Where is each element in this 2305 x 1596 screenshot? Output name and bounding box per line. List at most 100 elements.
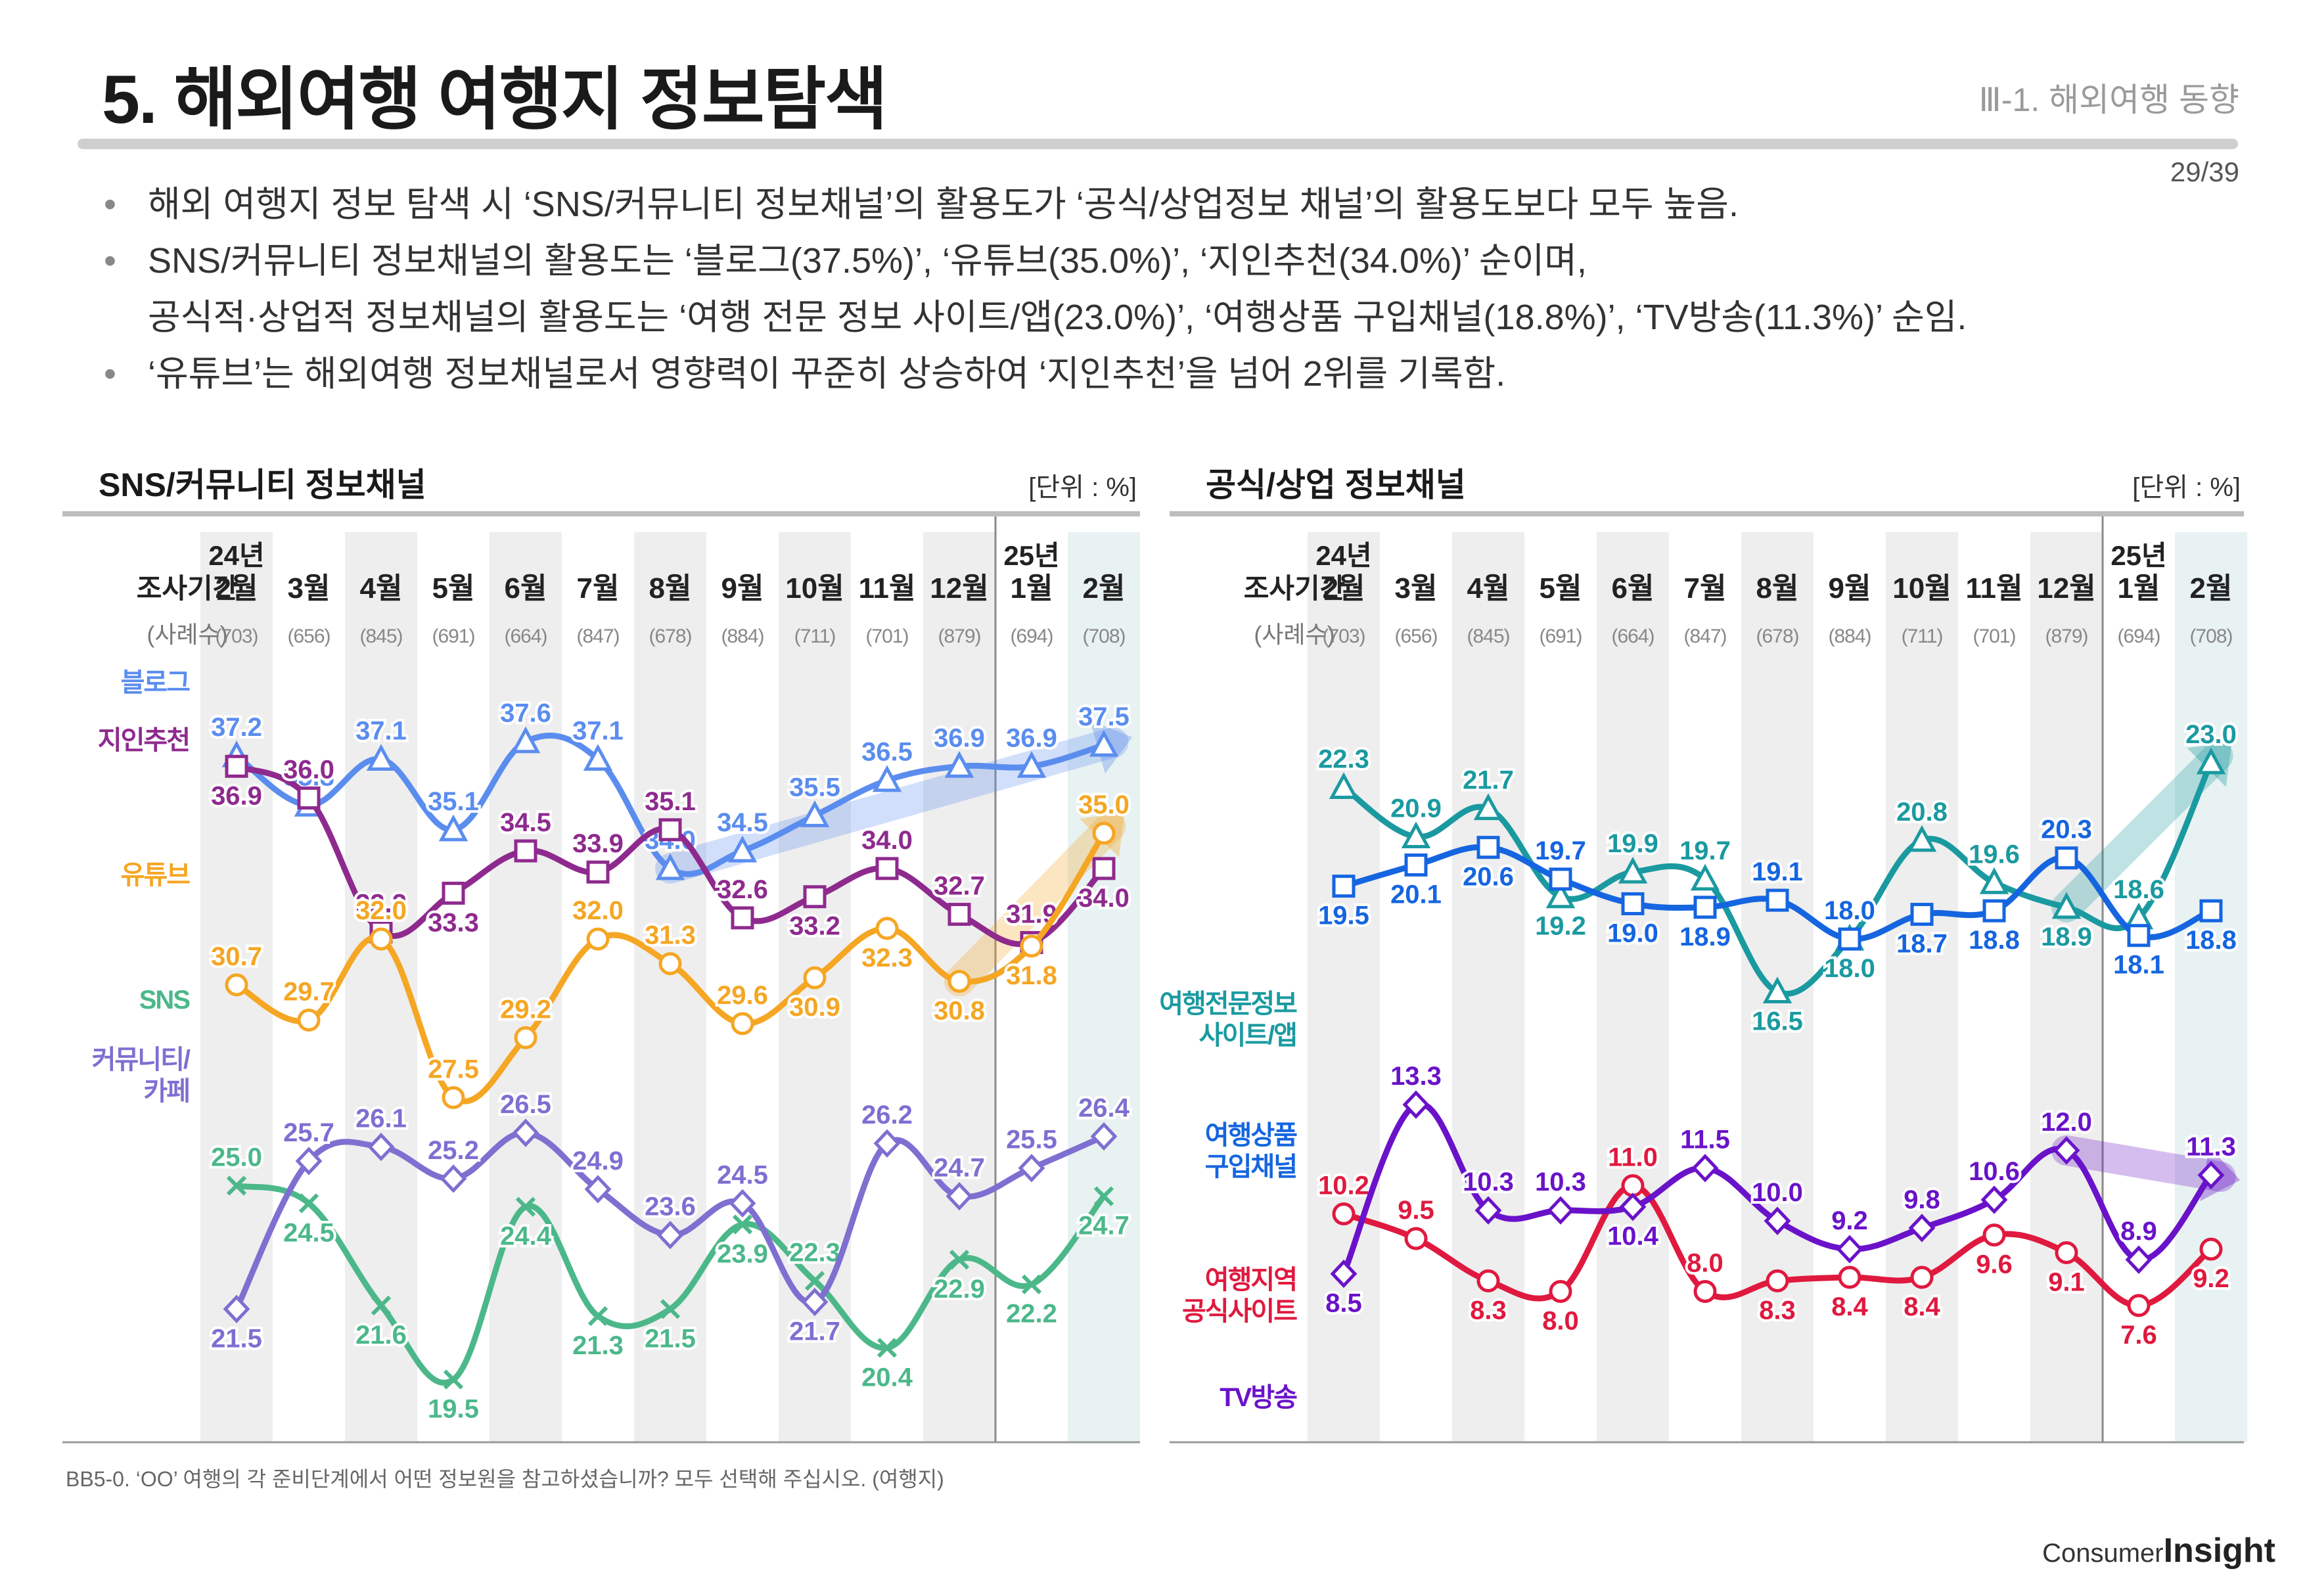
data-label: 24.7 [934, 1154, 985, 1183]
data-label: 9.2 [2193, 1264, 2229, 1293]
series-name-label: 사이트/앱 [1199, 1021, 1296, 1050]
series-name-label: 지인추천 [98, 726, 189, 755]
header-rule [62, 511, 1140, 516]
data-point [1982, 1223, 2006, 1247]
data-point [946, 1181, 973, 1211]
data-label: 7.6 [2120, 1321, 2157, 1350]
data-point [1908, 1214, 1936, 1243]
data-label: 18.9 [2041, 923, 2092, 951]
sample-size-label: (879) [938, 626, 980, 647]
bullet-continuation: 공식적·상업적 정보채널의 활용도는 ‘여행 전문 정보 사이트/앱(23.0%… [148, 298, 1967, 337]
data-label: 26.1 [355, 1105, 407, 1133]
data-point [1018, 1154, 1045, 1183]
trend-arrow-shaft [2051, 1135, 2236, 1192]
x-tick-label: 12월 [2037, 572, 2095, 604]
data-label: 25.2 [428, 1136, 479, 1165]
year-label: 24년 [208, 540, 264, 571]
sample-size-label: (879) [2045, 626, 2088, 647]
data-point [442, 1085, 465, 1109]
data-label: 30.7 [211, 942, 262, 971]
series-name-label: 블로그 [121, 668, 191, 697]
data-label: 29.7 [283, 977, 334, 1006]
chart-panel-1: SNS/커뮤니티 정보채널 [단위 : %] 조사기간 (사례수) 24년 25년 2월 (7… [62, 467, 1140, 1444]
series-2: 19.5 20.1 20.6 19.7 19.0 18.9 19.1 18.0 18.7 18.8… [1315, 813, 2239, 982]
x-tick-label: 6월 [505, 572, 547, 604]
data-label: 18.0 [1824, 896, 1875, 925]
x-tick-label: 10월 [785, 572, 844, 604]
trend-arrow-shaft [944, 811, 1126, 997]
data-label: 19.7 [1535, 836, 1586, 865]
data-point [1329, 772, 1359, 799]
data-label: 18.7 [1896, 930, 1948, 959]
sample-label: (사례수) [1254, 621, 1335, 648]
data-point [731, 906, 754, 930]
data-label: 30.9 [789, 993, 840, 1022]
column-shade [1597, 532, 1669, 1442]
series-3: 30.7 29.7 32.0 27.5 29.2 32.0 31.3 29.6 30.9 32.3… [208, 788, 1132, 1109]
series-3: 10.2 9.5 8.3 8.0 11.0 8.0 8.3 8.4 8.4 9.6 9.1 7.6 9.… [1315, 1141, 2232, 1352]
data-label: 10.6 [1969, 1157, 2020, 1186]
sample-size-label: (664) [1611, 626, 1654, 647]
data-label: 8.9 [2120, 1217, 2157, 1246]
data-label: 23.6 [645, 1193, 696, 1221]
x-tick-label: 6월 [1612, 572, 1655, 604]
data-point [2051, 892, 2082, 919]
data-point [2055, 1241, 2078, 1264]
data-label: 19.1 [1752, 857, 1803, 886]
data-label: 20.9 [1390, 794, 1442, 823]
series-4: 8.5 13.3 10.3 10.3 10.4 11.5 10.0 9.2 9.8 10.6 12.… [1323, 1059, 2239, 1320]
data-point [803, 885, 827, 909]
data-point [873, 1129, 901, 1158]
year-label: 25년 [1003, 540, 1059, 571]
summary-bullets: 해외 여행지 정보 탐색 시 ‘SNS/커뮤니티 정보채널’의 활용도가 ‘공식… [99, 176, 1967, 402]
sample-size-label: (847) [1683, 626, 1726, 647]
x-tick-label: 2월 [2190, 572, 2233, 604]
data-point [515, 1197, 536, 1217]
x-tick-label: 2월 [1323, 572, 1365, 604]
chart-panel-2: 공식/상업 정보채널 [단위 : %] 조사기간 (사례수) 24년 25년 2월 (703)… [1159, 467, 2247, 1444]
data-label: 36.9 [211, 781, 262, 810]
data-label: 9.2 [1831, 1206, 1868, 1235]
data-label: 34.0 [861, 826, 913, 855]
page-number: 29/39 [2170, 156, 2239, 187]
data-point [655, 853, 685, 880]
data-label: 10.3 [1535, 1168, 1586, 1197]
data-point [514, 1026, 537, 1049]
sample-size-label: (703) [1322, 626, 1365, 647]
data-point [947, 903, 971, 926]
data-point [514, 839, 537, 863]
x-tick-label: 12월 [930, 572, 988, 604]
data-label: 31.3 [645, 921, 696, 950]
x-tick-label: 3월 [288, 572, 331, 604]
data-point [1980, 1185, 2008, 1214]
x-tick-label: 1월 [2118, 572, 2160, 604]
data-point [1549, 1279, 1572, 1303]
data-label: 10.4 [1607, 1222, 1659, 1251]
data-point [1092, 857, 1116, 880]
data-point [583, 744, 613, 771]
bullet-item: SNS/커뮤니티 정보채널의 활용도는 ‘블로그(37.5%)’, ‘유튜브(3… [99, 233, 1967, 289]
series-name-label: 여행상품 [1205, 1121, 1297, 1150]
data-point [584, 1175, 612, 1204]
sample-size-label: (847) [576, 626, 619, 647]
sample-size-label: (694) [1010, 626, 1053, 647]
series-name-label: SNS [139, 986, 191, 1015]
data-point [877, 1338, 898, 1358]
data-label: 9.6 [1976, 1250, 2013, 1279]
data-point [1838, 927, 1861, 951]
sample-size-label: (703) [215, 626, 258, 647]
x-tick-label: 5월 [432, 572, 475, 604]
data-point [1402, 1090, 1430, 1119]
data-label: 12.0 [2041, 1108, 2092, 1137]
data-label: 9.1 [2048, 1267, 2085, 1296]
sample-size-label: (708) [1082, 626, 1125, 647]
data-label: 33.9 [572, 829, 624, 858]
data-label: 32.6 [717, 875, 768, 904]
data-label: 21.3 [572, 1331, 624, 1360]
sample-size-label: (678) [1756, 626, 1798, 647]
data-label: 10.2 [1318, 1171, 1369, 1200]
footnote: BB5-0. ‘OO’ 여행의 각 준비단계에서 어떤 정보원을 참고하셨습니까… [66, 1467, 944, 1491]
series-1: 22.3 20.9 21.7 19.2 19.9 19.7 16.5 18.0 20.8 19.6… [1315, 718, 2239, 1039]
column-shade [490, 532, 562, 1442]
